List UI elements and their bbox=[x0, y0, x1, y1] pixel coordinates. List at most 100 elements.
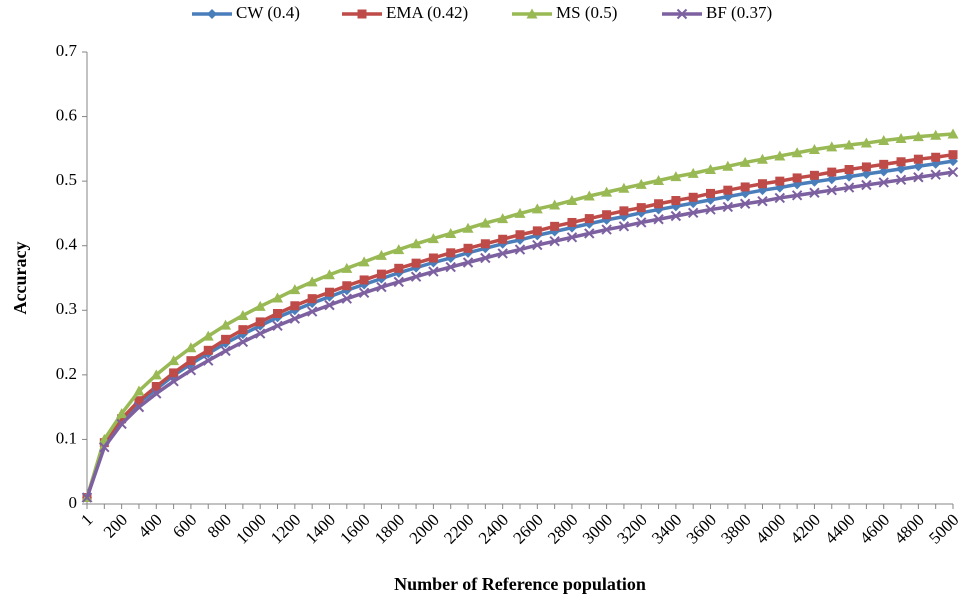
data-point bbox=[462, 222, 474, 233]
data-point bbox=[619, 206, 629, 216]
data-point bbox=[861, 179, 872, 191]
legend-marker bbox=[357, 9, 367, 19]
data-point bbox=[670, 210, 682, 222]
y-tick-label: 0.5 bbox=[56, 170, 77, 189]
data-point bbox=[722, 160, 734, 171]
data-point bbox=[393, 244, 405, 255]
data-point bbox=[930, 129, 942, 140]
data-point bbox=[254, 300, 266, 311]
data-point bbox=[306, 276, 318, 287]
data-point bbox=[913, 172, 924, 183]
data-point bbox=[792, 173, 802, 183]
legend-marker bbox=[207, 9, 217, 19]
data-point bbox=[186, 356, 196, 366]
data-point bbox=[169, 368, 179, 378]
data-point bbox=[498, 234, 508, 244]
data-point bbox=[930, 169, 941, 180]
data-point bbox=[532, 239, 543, 251]
x-axis-title: Number of Reference population bbox=[394, 574, 646, 594]
data-point bbox=[706, 188, 716, 198]
data-point bbox=[861, 162, 871, 172]
data-point bbox=[687, 167, 699, 178]
data-point bbox=[116, 408, 128, 419]
data-point bbox=[774, 192, 786, 204]
legend-marker bbox=[676, 8, 688, 20]
x-tick-label: 1600 bbox=[336, 510, 373, 547]
data-point bbox=[826, 174, 837, 185]
data-point bbox=[151, 388, 162, 399]
data-point bbox=[237, 309, 249, 320]
data-point bbox=[427, 233, 439, 244]
data-point bbox=[134, 396, 144, 406]
x-tick-label: 3800 bbox=[717, 510, 754, 547]
y-tick-label: 0.2 bbox=[56, 364, 77, 383]
data-point bbox=[947, 166, 959, 178]
x-tick-label: 4800 bbox=[890, 510, 927, 547]
data-point bbox=[255, 317, 265, 327]
legend-marker bbox=[526, 8, 538, 19]
x-tick-label: 1000 bbox=[232, 510, 269, 547]
data-point bbox=[687, 207, 699, 218]
y-tick-label: 0.6 bbox=[56, 105, 77, 124]
data-point bbox=[808, 144, 820, 155]
data-point bbox=[133, 401, 145, 413]
data-point bbox=[654, 199, 664, 209]
data-point bbox=[221, 334, 231, 344]
data-point bbox=[410, 271, 422, 282]
x-tick-label: 2000 bbox=[406, 510, 443, 547]
data-point bbox=[237, 336, 249, 348]
data-point bbox=[117, 414, 127, 424]
data-point bbox=[151, 381, 161, 391]
data-point bbox=[168, 355, 180, 366]
data-point bbox=[549, 199, 561, 210]
data-point bbox=[532, 226, 542, 236]
data-point bbox=[844, 165, 854, 175]
data-point bbox=[479, 217, 491, 228]
data-point bbox=[688, 192, 698, 202]
data-point bbox=[861, 169, 872, 180]
y-tick-label: 0.3 bbox=[56, 299, 77, 318]
x-tick-label: 600 bbox=[169, 510, 200, 541]
data-point bbox=[273, 309, 283, 319]
series-line bbox=[85, 152, 954, 499]
y-tick-label: 0.1 bbox=[56, 428, 77, 447]
data-point bbox=[549, 235, 560, 247]
data-point bbox=[809, 187, 820, 198]
data-point bbox=[515, 230, 525, 240]
x-tick-label: 2800 bbox=[544, 510, 581, 547]
data-point bbox=[653, 214, 664, 225]
data-point bbox=[670, 171, 682, 182]
data-point bbox=[913, 154, 923, 164]
data-point bbox=[375, 249, 387, 260]
legend-label: BF (0.37) bbox=[706, 3, 772, 22]
x-tick-label: 4200 bbox=[787, 510, 824, 547]
data-point bbox=[895, 133, 907, 144]
x-tick-label: 200 bbox=[100, 510, 131, 541]
data-point bbox=[220, 345, 231, 357]
data-point bbox=[150, 369, 162, 380]
data-point bbox=[948, 150, 958, 160]
data-point bbox=[601, 186, 613, 197]
data-point bbox=[410, 238, 422, 249]
data-point bbox=[514, 207, 526, 218]
data-point bbox=[323, 269, 335, 280]
x-tick-label: 3600 bbox=[683, 510, 720, 547]
x-tick-label: 3000 bbox=[579, 510, 616, 547]
data-point bbox=[809, 170, 819, 180]
data-point bbox=[931, 152, 941, 162]
data-point bbox=[463, 243, 473, 253]
legend-label: MS (0.5) bbox=[556, 3, 617, 22]
data-point bbox=[826, 184, 837, 196]
data-point bbox=[445, 227, 457, 238]
data-point bbox=[757, 195, 768, 207]
data-point bbox=[238, 325, 248, 335]
data-point bbox=[896, 163, 907, 174]
data-point bbox=[791, 190, 803, 201]
data-point bbox=[774, 150, 786, 161]
data-point bbox=[359, 275, 369, 285]
data-point bbox=[376, 281, 387, 293]
data-point bbox=[878, 134, 890, 145]
data-point bbox=[81, 492, 93, 503]
data-point bbox=[290, 301, 300, 311]
